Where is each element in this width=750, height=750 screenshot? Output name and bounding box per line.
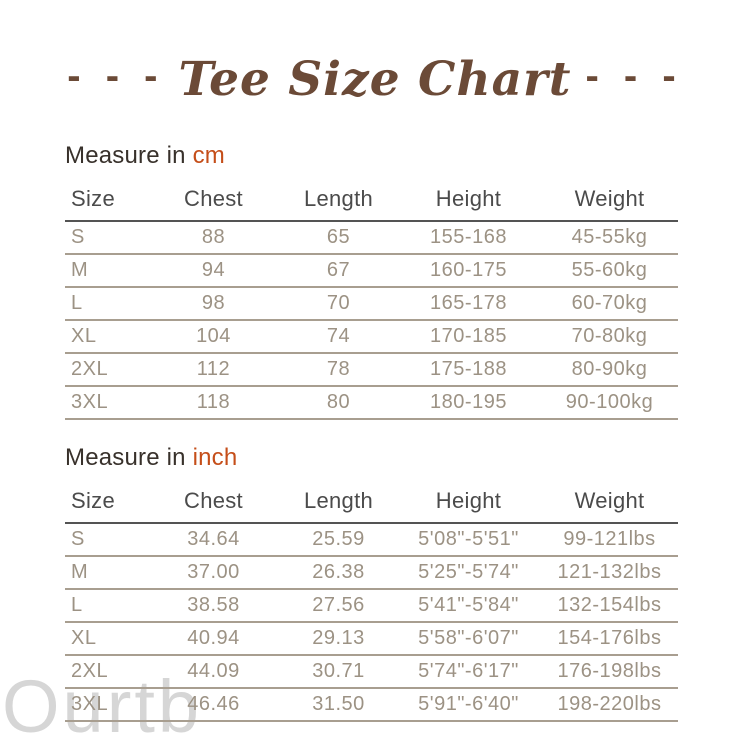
table-cell: 40.94	[146, 622, 281, 656]
table-cell: S	[65, 523, 146, 557]
table-cell: 31.50	[281, 688, 396, 722]
table-cell: M	[65, 556, 146, 590]
table-row: XL 40.94 29.13 5'58"-6'07" 154-176lbs	[65, 622, 678, 656]
table-cell: 121-132lbs	[541, 556, 678, 590]
table-cell: L	[65, 287, 146, 321]
inch-heading-prefix: Measure in	[65, 444, 193, 471]
table-cell: 5'41"-5'84"	[396, 589, 541, 623]
column-header-size: Size	[65, 478, 146, 524]
table-cell: 176-198lbs	[541, 655, 678, 689]
table-cell: 5'91"-6'40"	[396, 688, 541, 722]
table-cell: 175-188	[396, 353, 541, 387]
title-dashes-right: - - -	[585, 54, 683, 98]
table-cell: 155-168	[396, 221, 541, 255]
header-row: Size Chest Length Height Weight	[65, 176, 678, 222]
inch-size-table: Size Chest Length Height Weight S 34.64 25.59 5'…	[65, 478, 678, 722]
table-row: M 37.00 26.38 5'25"-5'74" 121-132lbs	[65, 556, 678, 590]
table-cell: 99-121lbs	[541, 523, 678, 557]
table-cell: 38.58	[146, 589, 281, 623]
table-cell: XL	[65, 320, 146, 354]
table-cell: 2XL	[65, 655, 146, 689]
table-cell: 170-185	[396, 320, 541, 354]
table-cell: 60-70kg	[541, 287, 678, 321]
column-header-weight: Weight	[541, 478, 678, 524]
table-row: 2XL 112 78 175-188 80-90kg	[65, 353, 678, 387]
table-cell: S	[65, 221, 146, 255]
table-cell: 3XL	[65, 386, 146, 420]
title-dashes-left: - - -	[67, 54, 165, 98]
table-cell: 55-60kg	[541, 254, 678, 288]
table-cell: 37.00	[146, 556, 281, 590]
table-cell: 5'74"-6'17"	[396, 655, 541, 689]
table-row: 3XL 118 80 180-195 90-100kg	[65, 386, 678, 420]
table-row: XL 104 74 170-185 70-80kg	[65, 320, 678, 354]
cm-section-heading: Measure in cm	[65, 142, 672, 170]
table-cell: 5'58"-6'07"	[396, 622, 541, 656]
table-cell: 67	[281, 254, 396, 288]
table-cell: 44.09	[146, 655, 281, 689]
table-cell: 78	[281, 353, 396, 387]
table-cell: 90-100kg	[541, 386, 678, 420]
cm-heading-prefix: Measure in	[65, 142, 193, 169]
column-header-height: Height	[396, 176, 541, 222]
column-header-chest: Chest	[146, 478, 281, 524]
table-cell: 30.71	[281, 655, 396, 689]
page-title-text: Tee Size Chart	[178, 52, 572, 107]
column-header-chest: Chest	[146, 176, 281, 222]
column-header-weight: Weight	[541, 176, 678, 222]
inch-section: Measure in inch Size Chest Length Height Wei…	[65, 444, 678, 722]
table-cell: 70	[281, 287, 396, 321]
table-cell: 198-220lbs	[541, 688, 678, 722]
table-cell: 80	[281, 386, 396, 420]
table-row: M 94 67 160-175 55-60kg	[65, 254, 678, 288]
inch-section-heading: Measure in inch	[65, 444, 672, 472]
table-row: 2XL 44.09 30.71 5'74"-6'17" 176-198lbs	[65, 655, 678, 689]
table-cell: 2XL	[65, 353, 146, 387]
header-row: Size Chest Length Height Weight	[65, 478, 678, 524]
table-cell: 160-175	[396, 254, 541, 288]
table-cell: 34.64	[146, 523, 281, 557]
table-cell: XL	[65, 622, 146, 656]
column-header-size: Size	[65, 176, 146, 222]
table-cell: 88	[146, 221, 281, 255]
table-row: L 98 70 165-178 60-70kg	[65, 287, 678, 321]
table-cell: 118	[146, 386, 281, 420]
table-row: S 34.64 25.59 5'08"-5'51" 99-121lbs	[65, 523, 678, 557]
table-cell: 3XL	[65, 688, 146, 722]
inch-heading-unit: inch	[192, 444, 238, 471]
cm-section: Measure in cm Size Chest Length Height Weigh…	[65, 142, 678, 420]
table-row: L 38.58 27.56 5'41"-5'84" 132-154lbs	[65, 589, 678, 623]
table-cell: 70-80kg	[541, 320, 678, 354]
table-cell: 80-90kg	[541, 353, 678, 387]
table-cell: 154-176lbs	[541, 622, 678, 656]
table-cell: 27.56	[281, 589, 396, 623]
table-row: 3XL 46.46 31.50 5'91"-6'40" 198-220lbs	[65, 688, 678, 722]
column-header-length: Length	[281, 176, 396, 222]
table-cell: L	[65, 589, 146, 623]
cm-heading-unit: cm	[192, 142, 225, 169]
page-title: - - - Tee Size Chart - - -	[0, 52, 750, 107]
table-cell: 65	[281, 221, 396, 255]
table-cell: 112	[146, 353, 281, 387]
table-cell: 132-154lbs	[541, 589, 678, 623]
table-cell: 26.38	[281, 556, 396, 590]
table-cell: 46.46	[146, 688, 281, 722]
column-header-height: Height	[396, 478, 541, 524]
table-cell: 98	[146, 287, 281, 321]
table-cell: M	[65, 254, 146, 288]
table-cell: 5'08"-5'51"	[396, 523, 541, 557]
table-cell: 25.59	[281, 523, 396, 557]
cm-size-table: Size Chest Length Height Weight S 88 65 155-168 4…	[65, 176, 678, 420]
column-header-length: Length	[281, 478, 396, 524]
table-cell: 94	[146, 254, 281, 288]
table-row: S 88 65 155-168 45-55kg	[65, 221, 678, 255]
table-cell: 104	[146, 320, 281, 354]
table-cell: 45-55kg	[541, 221, 678, 255]
table-cell: 165-178	[396, 287, 541, 321]
table-cell: 5'25"-5'74"	[396, 556, 541, 590]
table-cell: 180-195	[396, 386, 541, 420]
table-cell: 29.13	[281, 622, 396, 656]
table-cell: 74	[281, 320, 396, 354]
